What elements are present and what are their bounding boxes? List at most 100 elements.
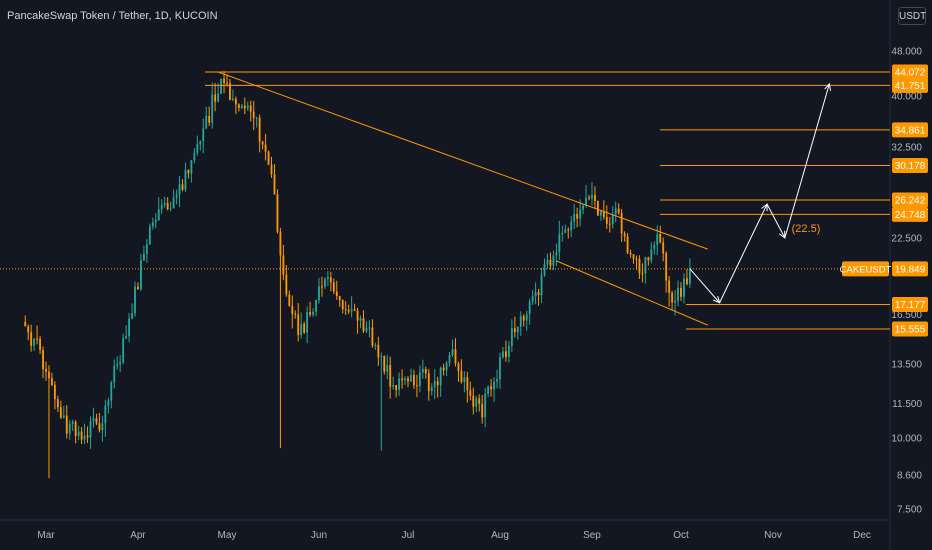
candle-body[interactable] (499, 357, 501, 380)
candle-body[interactable] (436, 381, 439, 386)
candle-body[interactable] (433, 381, 436, 388)
candle-body[interactable] (128, 318, 131, 337)
candle-body[interactable] (362, 318, 365, 332)
candle-body[interactable] (401, 378, 403, 381)
candle-body[interactable] (487, 386, 490, 394)
candle-body[interactable] (493, 381, 495, 390)
candle-body[interactable] (647, 257, 650, 261)
candle-body[interactable] (481, 403, 484, 418)
candle-body[interactable] (116, 364, 119, 366)
candle-body[interactable] (104, 405, 107, 424)
candle-body[interactable] (74, 421, 77, 436)
candle-body[interactable] (543, 264, 546, 275)
candle-body[interactable] (83, 435, 86, 440)
candle-body[interactable] (599, 211, 602, 216)
candle-body[interactable] (59, 407, 62, 418)
candle-body[interactable] (617, 208, 620, 213)
candle-body[interactable] (65, 415, 68, 434)
candle-body[interactable] (513, 328, 516, 333)
candle-body[interactable] (169, 208, 172, 210)
candle-body[interactable] (374, 344, 377, 346)
candle-body[interactable] (205, 115, 208, 129)
candle-body[interactable] (312, 311, 314, 315)
candle-body[interactable] (125, 336, 128, 338)
candle-body[interactable] (68, 423, 71, 434)
candle-body[interactable] (145, 244, 148, 254)
candle-body[interactable] (240, 105, 243, 108)
candle-body[interactable] (45, 369, 47, 372)
candle-body[interactable] (427, 373, 430, 392)
candle-body[interactable] (389, 365, 392, 387)
candle-body[interactable] (33, 338, 36, 346)
candle-body[interactable] (650, 249, 653, 261)
candle-body[interactable] (469, 390, 472, 396)
candle-body[interactable] (398, 378, 401, 390)
candle-body[interactable] (324, 279, 326, 287)
candle-body[interactable] (249, 105, 252, 112)
candle-body[interactable] (516, 326, 519, 333)
candle-body[interactable] (30, 332, 33, 346)
candle-body[interactable] (582, 205, 584, 210)
candle-body[interactable] (288, 294, 291, 306)
candle-body[interactable] (359, 318, 362, 321)
candle-body[interactable] (502, 351, 504, 358)
candle-body[interactable] (226, 83, 228, 85)
candle-body[interactable] (564, 229, 567, 233)
candle-body[interactable] (80, 431, 83, 440)
candle-body[interactable] (596, 201, 599, 216)
candle-body[interactable] (335, 291, 338, 297)
candle-body[interactable] (267, 151, 270, 165)
candle-body[interactable] (407, 378, 409, 382)
candle-body[interactable] (264, 144, 267, 152)
candle-body[interactable] (315, 300, 317, 312)
candle-body[interactable] (122, 337, 125, 363)
candle-body[interactable] (656, 234, 659, 246)
candle-body[interactable] (309, 312, 312, 315)
projection-segment[interactable] (719, 203, 768, 303)
candle-body[interactable] (404, 378, 406, 381)
candle-body[interactable] (591, 194, 593, 199)
candle-body[interactable] (626, 236, 629, 253)
candle-body[interactable] (56, 399, 59, 408)
candle-body[interactable] (140, 260, 142, 290)
candle-body[interactable] (579, 209, 582, 219)
candle-body[interactable] (380, 356, 383, 358)
candle-body[interactable] (273, 174, 276, 195)
candle-body[interactable] (297, 314, 300, 336)
candle-body[interactable] (484, 393, 487, 418)
candle-body[interactable] (460, 371, 463, 382)
candle-body[interactable] (237, 104, 240, 108)
candle-body[interactable] (549, 259, 552, 266)
candle-body[interactable] (478, 398, 481, 404)
candle-body[interactable] (632, 254, 635, 259)
candle-body[interactable] (641, 273, 644, 275)
candle-body[interactable] (686, 278, 688, 285)
candle-body[interactable] (131, 313, 133, 319)
candle-body[interactable] (199, 141, 202, 145)
candle-body[interactable] (466, 377, 469, 391)
candle-body[interactable] (86, 435, 89, 438)
candle-body[interactable] (110, 382, 113, 401)
candle-body[interactable] (602, 211, 605, 217)
candle-body[interactable] (528, 301, 531, 315)
candle-body[interactable] (418, 372, 421, 387)
candle-body[interactable] (668, 280, 671, 293)
candle-body[interactable] (77, 431, 80, 436)
candle-body[interactable] (137, 286, 139, 290)
candle-body[interactable] (377, 344, 380, 358)
candle-body[interactable] (552, 255, 555, 266)
candle-body[interactable] (525, 314, 528, 321)
candle-body[interactable] (148, 226, 151, 245)
candle-body[interactable] (629, 252, 632, 255)
candle-body[interactable] (463, 377, 466, 382)
candle-body[interactable] (519, 316, 522, 327)
candle-body[interactable] (27, 326, 30, 333)
candle-body[interactable] (163, 202, 166, 205)
candle-body[interactable] (490, 386, 493, 390)
candle-body[interactable] (172, 197, 175, 209)
candle-body[interactable] (234, 98, 237, 105)
candle-body[interactable] (175, 194, 178, 198)
candle-body[interactable] (246, 105, 249, 109)
candle-body[interactable] (558, 234, 561, 253)
candle-body[interactable] (92, 418, 95, 422)
